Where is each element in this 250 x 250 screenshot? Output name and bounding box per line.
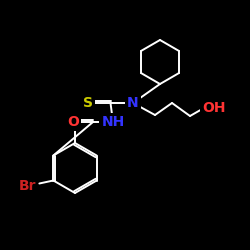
Text: Br: Br	[18, 178, 36, 192]
Text: S: S	[83, 96, 93, 110]
Text: O: O	[67, 115, 79, 129]
Text: NH: NH	[102, 115, 124, 129]
Text: OH: OH	[202, 101, 226, 115]
Text: N: N	[127, 96, 139, 110]
